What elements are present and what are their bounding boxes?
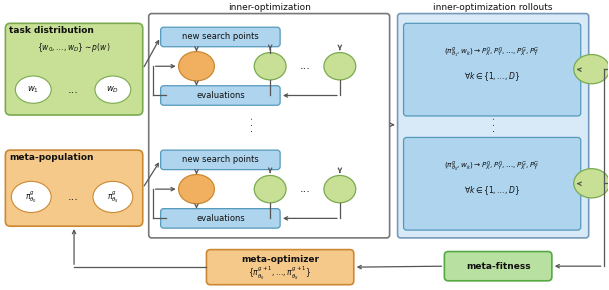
Text: ...: ... <box>68 85 79 95</box>
Ellipse shape <box>254 52 286 80</box>
Text: $(\pi^g_{\theta_1}, w_k) \to P^0_X, P^0_Y,\ldots,P^G_X, P^G_Y$: $(\pi^g_{\theta_1}, w_k) \to P^0_X, P^0_… <box>445 46 540 60</box>
FancyBboxPatch shape <box>404 137 581 230</box>
Ellipse shape <box>95 76 131 103</box>
Text: ...: ... <box>300 184 311 194</box>
Text: $\forall k \in \{1,\ldots,D\}$: $\forall k \in \{1,\ldots,D\}$ <box>464 185 520 197</box>
Text: $\forall k \in \{1,\ldots,D\}$: $\forall k \in \{1,\ldots,D\}$ <box>464 70 520 83</box>
Text: new search points: new search points <box>182 32 259 41</box>
FancyBboxPatch shape <box>398 14 589 238</box>
Text: $\pi^g_{\theta_0}$: $\pi^g_{\theta_0}$ <box>25 189 37 205</box>
Text: ...: ... <box>300 61 311 71</box>
Text: $w_D$: $w_D$ <box>333 184 347 194</box>
Text: $\{\pi^{g+1}_{\theta_0},\ldots,\pi^{g+1}_{\theta_S}\}$: $\{\pi^{g+1}_{\theta_0},\ldots,\pi^{g+1}… <box>248 264 312 282</box>
Ellipse shape <box>178 175 214 204</box>
FancyBboxPatch shape <box>206 250 354 285</box>
FancyBboxPatch shape <box>161 150 280 170</box>
Text: task distribution: task distribution <box>9 26 94 35</box>
FancyBboxPatch shape <box>161 27 280 47</box>
Text: $w_1$: $w_1$ <box>264 184 276 194</box>
Text: meta-population: meta-population <box>9 153 94 162</box>
Text: new search points: new search points <box>182 155 259 164</box>
Text: $\pi^g_{\theta_S}$: $\pi^g_{\theta_S}$ <box>191 181 203 197</box>
Text: $w_D$: $w_D$ <box>333 61 347 72</box>
Ellipse shape <box>574 169 609 198</box>
Text: $w_D$: $w_D$ <box>107 84 119 95</box>
Text: evaluations: evaluations <box>196 91 245 100</box>
FancyBboxPatch shape <box>5 150 143 226</box>
Text: . . .: . . . <box>245 117 255 132</box>
Ellipse shape <box>178 52 214 81</box>
Text: evaluations: evaluations <box>196 214 245 223</box>
Text: $J(\pi^g_{\theta_S})$: $J(\pi^g_{\theta_S})$ <box>582 177 602 190</box>
Ellipse shape <box>574 55 609 84</box>
Text: $\pi^g_{\theta_S}$: $\pi^g_{\theta_S}$ <box>107 189 119 205</box>
Ellipse shape <box>254 175 286 203</box>
Text: $J(\pi^g_{\theta_1})$: $J(\pi^g_{\theta_1})$ <box>582 63 602 76</box>
Text: $\{w_0,\ldots,w_D\} \sim p(w)$: $\{w_0,\ldots,w_D\} \sim p(w)$ <box>37 41 111 54</box>
FancyBboxPatch shape <box>161 86 280 105</box>
Text: meta-fitness: meta-fitness <box>466 262 530 271</box>
Ellipse shape <box>93 181 133 213</box>
FancyBboxPatch shape <box>161 209 280 228</box>
FancyBboxPatch shape <box>149 14 390 238</box>
Ellipse shape <box>324 175 356 203</box>
Text: $\pi^g_{\theta_0}$: $\pi^g_{\theta_0}$ <box>191 58 202 74</box>
Ellipse shape <box>12 181 51 213</box>
Text: ...: ... <box>68 192 79 202</box>
FancyBboxPatch shape <box>445 251 552 281</box>
Ellipse shape <box>15 76 51 103</box>
Text: meta-optimizer: meta-optimizer <box>241 255 319 264</box>
Ellipse shape <box>324 52 356 80</box>
Text: $(\pi^g_{\theta_S}, w_k) \to P^0_X, P^0_Y,\ldots,P^G_X, P^G_Y$: $(\pi^g_{\theta_S}, w_k) \to P^0_X, P^0_… <box>445 160 540 174</box>
Text: $w_1$: $w_1$ <box>27 84 39 95</box>
Text: . . .: . . . <box>487 117 497 132</box>
Text: inner-optimization rollouts: inner-optimization rollouts <box>434 3 553 12</box>
Text: $w_1$: $w_1$ <box>264 61 276 72</box>
Text: inner-optimization: inner-optimization <box>228 3 311 12</box>
FancyBboxPatch shape <box>404 23 581 116</box>
FancyBboxPatch shape <box>5 23 143 115</box>
